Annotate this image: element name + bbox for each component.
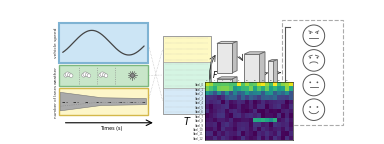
Polygon shape — [217, 43, 232, 73]
Text: F: F — [212, 71, 217, 79]
FancyBboxPatch shape — [163, 88, 211, 114]
Circle shape — [85, 73, 89, 77]
Polygon shape — [268, 60, 277, 61]
Polygon shape — [268, 61, 273, 84]
Circle shape — [83, 72, 88, 76]
Circle shape — [99, 73, 103, 77]
Polygon shape — [244, 52, 265, 54]
Circle shape — [303, 50, 325, 71]
Circle shape — [303, 74, 325, 96]
Text: Times (s): Times (s) — [100, 126, 122, 131]
Polygon shape — [217, 41, 237, 43]
FancyBboxPatch shape — [59, 65, 148, 86]
Circle shape — [310, 57, 311, 59]
Circle shape — [316, 32, 318, 34]
Circle shape — [68, 73, 71, 77]
Polygon shape — [260, 52, 265, 93]
Circle shape — [100, 72, 105, 76]
Circle shape — [64, 73, 68, 77]
FancyBboxPatch shape — [163, 36, 211, 62]
Polygon shape — [232, 41, 237, 73]
Circle shape — [316, 106, 318, 108]
Circle shape — [131, 73, 134, 77]
Polygon shape — [244, 54, 260, 93]
Circle shape — [310, 32, 311, 34]
Text: number of lanes: number of lanes — [54, 85, 58, 118]
Circle shape — [310, 106, 311, 108]
Circle shape — [87, 74, 91, 77]
Circle shape — [82, 73, 86, 77]
Polygon shape — [217, 77, 237, 79]
Polygon shape — [60, 92, 146, 111]
FancyBboxPatch shape — [59, 23, 148, 63]
Text: vehicle speed: vehicle speed — [54, 28, 58, 58]
Circle shape — [316, 57, 318, 59]
Polygon shape — [273, 60, 277, 84]
Text: weather: weather — [54, 66, 58, 84]
FancyBboxPatch shape — [163, 62, 211, 88]
Circle shape — [310, 82, 311, 83]
Circle shape — [103, 73, 106, 77]
Circle shape — [316, 82, 318, 83]
Polygon shape — [217, 79, 232, 108]
Circle shape — [65, 72, 70, 76]
FancyBboxPatch shape — [59, 88, 148, 115]
Circle shape — [303, 25, 325, 47]
Circle shape — [303, 99, 325, 121]
Circle shape — [69, 74, 73, 77]
FancyBboxPatch shape — [282, 20, 343, 125]
Text: T: T — [184, 117, 190, 127]
Polygon shape — [232, 77, 237, 108]
Circle shape — [104, 74, 108, 77]
